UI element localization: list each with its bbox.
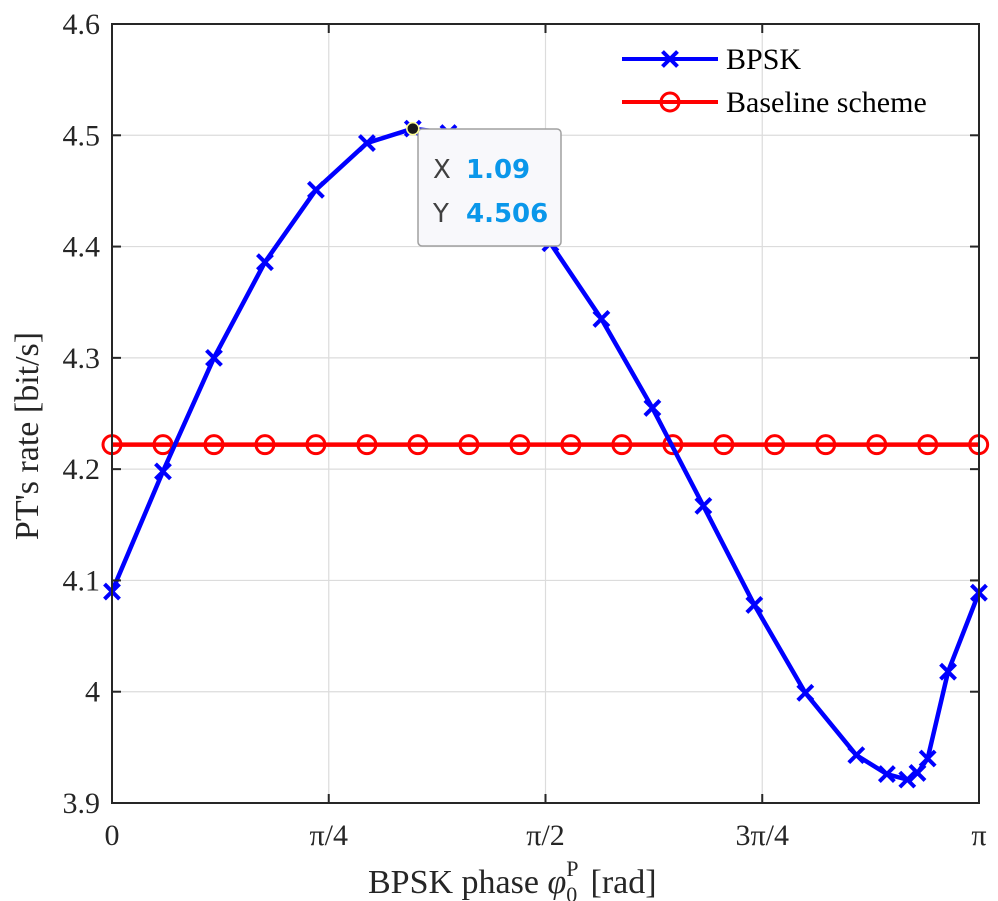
baseline-marker [254,434,276,456]
x-tick-label: π/4 [310,819,348,852]
datatip-marker[interactable] [406,121,420,136]
baseline-marker [917,434,939,456]
legend-baseline-label: Baseline scheme [726,86,927,119]
axis-ticks: 0 π/4 π/2 3π/4 π 3.9 4 4.1 4.2 4.3 4.4 4.5 4.6 [63,8,987,852]
series-layer [101,119,990,789]
datatip-x-value: 1.09 [466,155,530,185]
x-axis-title-superscript: P [566,856,578,881]
x-axis-title-subscript: 0 [566,882,577,901]
bpsk-marker [796,683,815,702]
bpsk-marker [643,399,662,417]
x-axis-title-symbol: φ [547,864,566,901]
baseline-marker [815,434,837,456]
bpsk-marker [898,770,917,789]
bpsk-marker [908,764,927,782]
y-axis-title: PT's rate [bit/s] [9,332,46,540]
datatip-y-value: 4.506 [466,199,548,229]
legend-bpsk-x [661,50,679,68]
x-tick-label: 0 [105,819,120,852]
baseline-marker [305,434,327,456]
baseline-marker [662,434,684,456]
bpsk-marker [847,746,866,765]
baseline-marker [611,434,633,456]
datatip-x-label: X [433,155,451,185]
bpsk-marker [939,662,957,681]
bpsk-marker [154,462,172,481]
y-tick-label: 4.4 [63,231,101,264]
bpsk-marker [877,765,896,783]
baseline-marker [152,434,174,456]
datatip[interactable]: X 1.09 Y 4.506 [406,121,562,247]
bpsk-marker [592,309,611,328]
x-axis-title: BPSK phase φ0P [rad] [368,856,657,901]
bpsk-marker [307,180,325,199]
x-tick-label: 3π/4 [736,819,789,852]
y-tick-label: 4 [85,676,100,709]
datatip-y-label: Y [432,199,449,229]
baseline-marker [713,434,735,456]
legend-bpsk-label: BPSK [726,43,801,76]
x-axis-title-text: BPSK phase [368,864,539,901]
y-tick-label: 4.1 [63,564,101,597]
bpsk-marker [918,749,937,768]
legend-bpsk-marker [661,50,679,68]
x-tick-label: π [971,819,986,852]
legend-baseline-marker [659,91,681,113]
y-tick-label: 4.2 [63,453,101,486]
bpsk-marker [745,595,764,614]
baseline-marker [560,434,582,456]
legend: BPSK Baseline scheme [622,43,927,119]
baseline-marker [866,434,888,456]
bpsk-marker [358,134,376,152]
y-tick-label: 4.6 [63,8,101,41]
baseline-marker [407,434,429,456]
datatip-box [417,128,562,247]
baseline-marker [509,434,531,456]
y-tick-label: 4.5 [63,119,101,152]
x-axis-title-unit: [rad] [591,864,657,901]
baseline-marker [458,434,480,456]
bpsk-marker [256,253,274,272]
bpsk-marker [694,496,713,515]
x-tick-label: π/2 [526,819,564,852]
baseline-marker [203,434,225,456]
baseline-marker [764,434,786,456]
bpsk-marker [205,348,223,367]
baseline-marker [356,434,378,456]
y-tick-label: 3.9 [63,787,101,820]
y-tick-label: 4.3 [63,342,101,375]
